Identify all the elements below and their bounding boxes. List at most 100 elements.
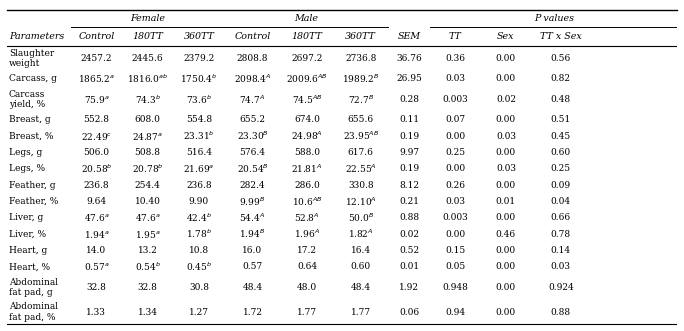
Text: Feather, %: Feather, %: [9, 197, 58, 206]
Text: 32.8: 32.8: [137, 283, 157, 292]
Text: 1.78$^{b}$: 1.78$^{b}$: [186, 228, 212, 240]
Text: 10.6$^{AB}$: 10.6$^{AB}$: [292, 195, 322, 208]
Text: 1.95$^{a}$: 1.95$^{a}$: [135, 229, 161, 240]
Text: Feather, g: Feather, g: [9, 181, 55, 190]
Text: 21.69$^{a}$: 21.69$^{a}$: [183, 164, 215, 174]
Text: 9.99$^{B}$: 9.99$^{B}$: [239, 195, 265, 208]
Text: Abdominal
fat pad, g: Abdominal fat pad, g: [9, 278, 58, 297]
Text: 74.3$^{b}$: 74.3$^{b}$: [135, 93, 161, 106]
Text: Carcass
yield, %: Carcass yield, %: [9, 90, 45, 109]
Text: P values: P values: [534, 14, 574, 23]
Text: 0.57$^{a}$: 0.57$^{a}$: [83, 261, 109, 272]
Text: 0.00: 0.00: [445, 132, 465, 141]
Text: 73.6$^{b}$: 73.6$^{b}$: [186, 93, 212, 106]
Text: 1.77: 1.77: [297, 307, 317, 317]
Text: 26.95: 26.95: [396, 74, 422, 83]
Text: 10.8: 10.8: [189, 246, 209, 255]
Text: 0.36: 0.36: [445, 54, 465, 63]
Text: 47.6$^{a}$: 47.6$^{a}$: [83, 213, 109, 223]
Text: 516.4: 516.4: [186, 148, 212, 157]
Text: 286.0: 286.0: [294, 181, 320, 190]
Text: 21.81$^{A}$: 21.81$^{A}$: [291, 163, 323, 175]
Text: 655.2: 655.2: [239, 116, 265, 124]
Text: 0.00: 0.00: [496, 283, 516, 292]
Text: 14.0: 14.0: [86, 246, 107, 255]
Text: 2098.4$^{A}$: 2098.4$^{A}$: [234, 73, 272, 85]
Text: 608.0: 608.0: [135, 116, 161, 124]
Text: 74.5$^{AB}$: 74.5$^{AB}$: [292, 93, 322, 106]
Text: 0.52: 0.52: [399, 246, 419, 255]
Text: 1.77: 1.77: [351, 307, 371, 317]
Text: 0.03: 0.03: [445, 197, 465, 206]
Text: 1865.2$^{a}$: 1865.2$^{a}$: [78, 73, 115, 84]
Text: 17.2: 17.2: [297, 246, 317, 255]
Text: 20.78$^{b}$: 20.78$^{b}$: [132, 163, 163, 175]
Text: 0.003: 0.003: [443, 213, 468, 222]
Text: 0.00: 0.00: [496, 262, 516, 271]
Text: 12.10$^{A}$: 12.10$^{A}$: [345, 195, 377, 208]
Text: Liver, %: Liver, %: [9, 230, 46, 239]
Text: 1989.2$^{B}$: 1989.2$^{B}$: [342, 73, 380, 85]
Text: 52.8$^{A}$: 52.8$^{A}$: [294, 212, 320, 224]
Text: 0.00: 0.00: [496, 54, 516, 63]
Text: 1.94$^{B}$: 1.94$^{B}$: [239, 228, 265, 240]
Text: 16.4: 16.4: [351, 246, 371, 255]
Text: 0.04: 0.04: [551, 197, 571, 206]
Text: Breast, g: Breast, g: [9, 116, 51, 124]
Text: 0.14: 0.14: [551, 246, 571, 255]
Text: 0.82: 0.82: [551, 74, 571, 83]
Text: 330.8: 330.8: [348, 181, 373, 190]
Text: 0.57: 0.57: [242, 262, 263, 271]
Text: 0.15: 0.15: [445, 246, 465, 255]
Text: Sex: Sex: [497, 32, 514, 41]
Text: 48.4: 48.4: [351, 283, 371, 292]
Text: 1816.0$^{ab}$: 1816.0$^{ab}$: [127, 73, 168, 85]
Text: 1.92: 1.92: [399, 283, 419, 292]
Text: 0.02: 0.02: [399, 230, 419, 239]
Text: 1.33: 1.33: [86, 307, 106, 317]
Text: Legs, %: Legs, %: [9, 165, 45, 173]
Text: Control: Control: [235, 32, 271, 41]
Text: 0.00: 0.00: [496, 148, 516, 157]
Text: 0.00: 0.00: [496, 246, 516, 255]
Text: 50.0$^{B}$: 50.0$^{B}$: [347, 212, 374, 224]
Text: 74.7$^{A}$: 74.7$^{A}$: [239, 93, 265, 106]
Text: 0.60: 0.60: [551, 148, 571, 157]
Text: 2445.6: 2445.6: [132, 54, 163, 63]
Text: 0.54$^{b}$: 0.54$^{b}$: [135, 261, 161, 273]
Text: Breast, %: Breast, %: [9, 132, 53, 141]
Text: 9.90: 9.90: [189, 197, 209, 206]
Text: 16.0: 16.0: [242, 246, 263, 255]
Text: 0.02: 0.02: [496, 95, 516, 104]
Text: 22.49$^{c}$: 22.49$^{c}$: [81, 131, 112, 142]
Text: 1.96$^{A}$: 1.96$^{A}$: [294, 228, 320, 240]
Text: 20.54$^{B}$: 20.54$^{B}$: [237, 163, 268, 175]
Text: 0.60: 0.60: [351, 262, 371, 271]
Text: 24.98$^{A}$: 24.98$^{A}$: [291, 130, 323, 142]
Text: 0.94: 0.94: [445, 307, 465, 317]
Text: 54.4$^{A}$: 54.4$^{A}$: [239, 212, 265, 224]
Text: 10.40: 10.40: [135, 197, 161, 206]
Text: 282.4: 282.4: [239, 181, 265, 190]
Text: 36.76: 36.76: [396, 54, 422, 63]
Text: 0.25: 0.25: [445, 148, 465, 157]
Text: 2736.8: 2736.8: [345, 54, 376, 63]
Text: 0.00: 0.00: [496, 307, 516, 317]
Text: 0.28: 0.28: [399, 95, 419, 104]
Text: 236.8: 236.8: [186, 181, 212, 190]
Text: 674.0: 674.0: [294, 116, 320, 124]
Text: 1.27: 1.27: [189, 307, 209, 317]
Text: 2697.2: 2697.2: [291, 54, 323, 63]
Text: 23.95$^{AB}$: 23.95$^{AB}$: [343, 130, 379, 142]
Text: 0.78: 0.78: [551, 230, 571, 239]
Text: 0.11: 0.11: [399, 116, 419, 124]
Text: 588.0: 588.0: [294, 148, 320, 157]
Text: 9.64: 9.64: [86, 197, 107, 206]
Text: 0.924: 0.924: [548, 283, 574, 292]
Text: TT: TT: [449, 32, 462, 41]
Text: Parameters: Parameters: [9, 32, 64, 41]
Text: 180TT: 180TT: [291, 32, 323, 41]
Text: 1.82$^{A}$: 1.82$^{A}$: [348, 228, 373, 240]
Text: 0.00: 0.00: [496, 181, 516, 190]
Text: 42.4$^{b}$: 42.4$^{b}$: [186, 212, 212, 224]
